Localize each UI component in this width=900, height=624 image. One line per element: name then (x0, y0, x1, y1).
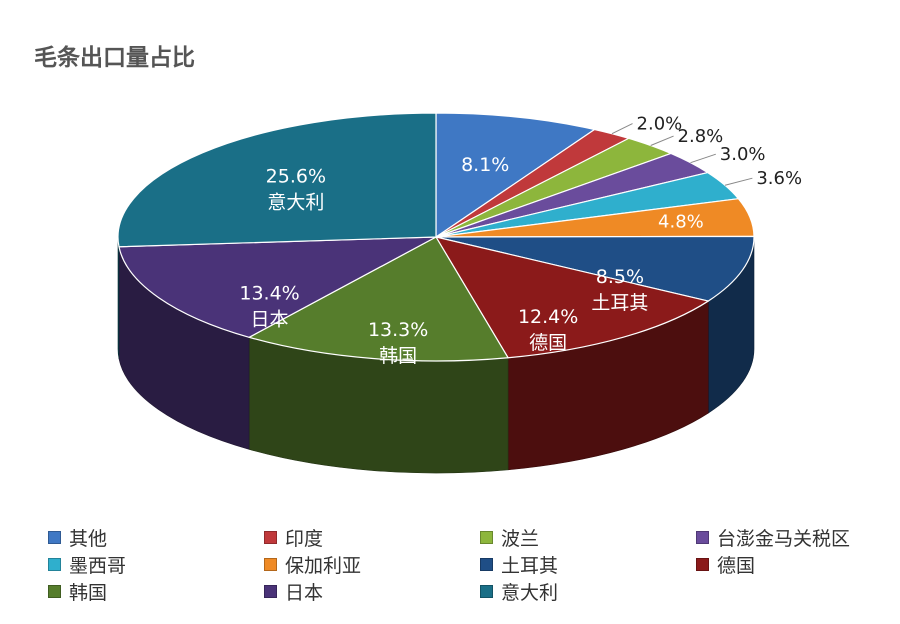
legend-swatch-5 (264, 557, 277, 571)
pie-data-label-3: 3.0% (720, 144, 766, 165)
legend-swatch-1 (264, 530, 277, 544)
chart-title: 毛条出口量占比 (34, 45, 195, 71)
leader-line-1 (611, 123, 633, 135)
legend-label-6: 土耳其 (501, 554, 559, 577)
legend-item-2: 波兰 (480, 525, 696, 550)
pie-slice-0 (435, 112, 596, 238)
legend-label-0: 其他 (69, 527, 108, 550)
legend-swatch-3 (696, 530, 709, 544)
pie-data-label-9: 13.4% (239, 282, 299, 304)
pie-data-label-5: 4.8% (658, 212, 704, 233)
legend-item-10: 意大利 (480, 579, 696, 604)
legend-swatch-8 (48, 584, 61, 598)
legend-item-3: 台澎金马关税区 (696, 525, 896, 550)
pie-data-label-6: 8.5% (596, 266, 644, 288)
pie-data-label-0: 8.1% (461, 154, 509, 176)
legend-label-7: 德国 (717, 554, 756, 577)
legend-label-5: 保加利亚 (285, 554, 362, 577)
legend-item-0: 其他 (48, 525, 264, 550)
pie-data-label-4: 3.6% (756, 168, 802, 189)
legend-swatch-0 (48, 530, 61, 544)
legend-label-9: 日本 (285, 581, 324, 604)
pie-slice-9 (118, 236, 437, 338)
pie-slice-6 (435, 235, 755, 302)
leader-line-3 (690, 153, 716, 164)
pie-category-label-7: 德国 (529, 332, 567, 354)
pie-slice-7 (435, 236, 709, 359)
pie-data-label-2: 2.8% (678, 126, 724, 147)
pie-slice-8 (248, 236, 509, 362)
pie-data-label-10: 25.6% (266, 166, 326, 188)
pie-category-label-9: 日本 (251, 308, 289, 330)
legend-swatch-2 (480, 530, 493, 544)
leader-line-4 (724, 177, 753, 186)
pie-side-10 (117, 236, 120, 359)
legend-item-8: 韩国 (48, 579, 264, 604)
pie-category-label-10: 意大利 (267, 192, 324, 214)
legend-label-1: 印度 (285, 527, 324, 550)
pie-category-label-6: 土耳其 (591, 292, 648, 314)
legend-item-7: 德国 (696, 552, 896, 577)
legend-label-8: 韩国 (69, 581, 108, 604)
pie-category-label-8: 韩国 (379, 345, 417, 367)
chart-legend: 其他 印度 波兰 台澎金马关税区墨西哥 保加利亚 土耳其 德国韩国 日本 意大利 (48, 525, 878, 604)
legend-item-1: 印度 (264, 525, 480, 550)
legend-label-4: 墨西哥 (69, 554, 127, 577)
pie-data-label-1: 2.0% (637, 114, 683, 135)
leader-line-2 (650, 135, 674, 146)
legend-item-4: 墨西哥 (48, 552, 264, 577)
pie-slice-10 (117, 112, 437, 248)
pie-data-label-8: 13.3% (368, 319, 428, 341)
legend-item-6: 土耳其 (480, 552, 696, 577)
pie-data-label-7: 12.4% (518, 306, 578, 328)
legend-swatch-6 (480, 557, 493, 571)
legend-label-2: 波兰 (501, 527, 540, 550)
legend-item-9: 日本 (264, 579, 480, 604)
legend-swatch-10 (480, 584, 493, 598)
legend-swatch-9 (264, 584, 277, 598)
legend-swatch-4 (48, 557, 61, 571)
pie-labels: 8.1% 2.0%2.8%3.0% 3.6% 4.8% 8.5% 土耳其 12.4% 德国 13… (239, 114, 802, 367)
legend-label-10: 意大利 (501, 581, 559, 604)
legend-swatch-7 (696, 557, 709, 571)
legend-label-3: 台澎金马关税区 (717, 527, 851, 550)
legend-item-5: 保加利亚 (264, 552, 480, 577)
pie-tops (117, 112, 755, 362)
pie-sides (117, 236, 755, 474)
pie-chart: 8.1% 2.0%2.8%3.0% 3.6% 4.8% 8.5% 土耳其 12.4% 德国 13… (117, 112, 802, 474)
